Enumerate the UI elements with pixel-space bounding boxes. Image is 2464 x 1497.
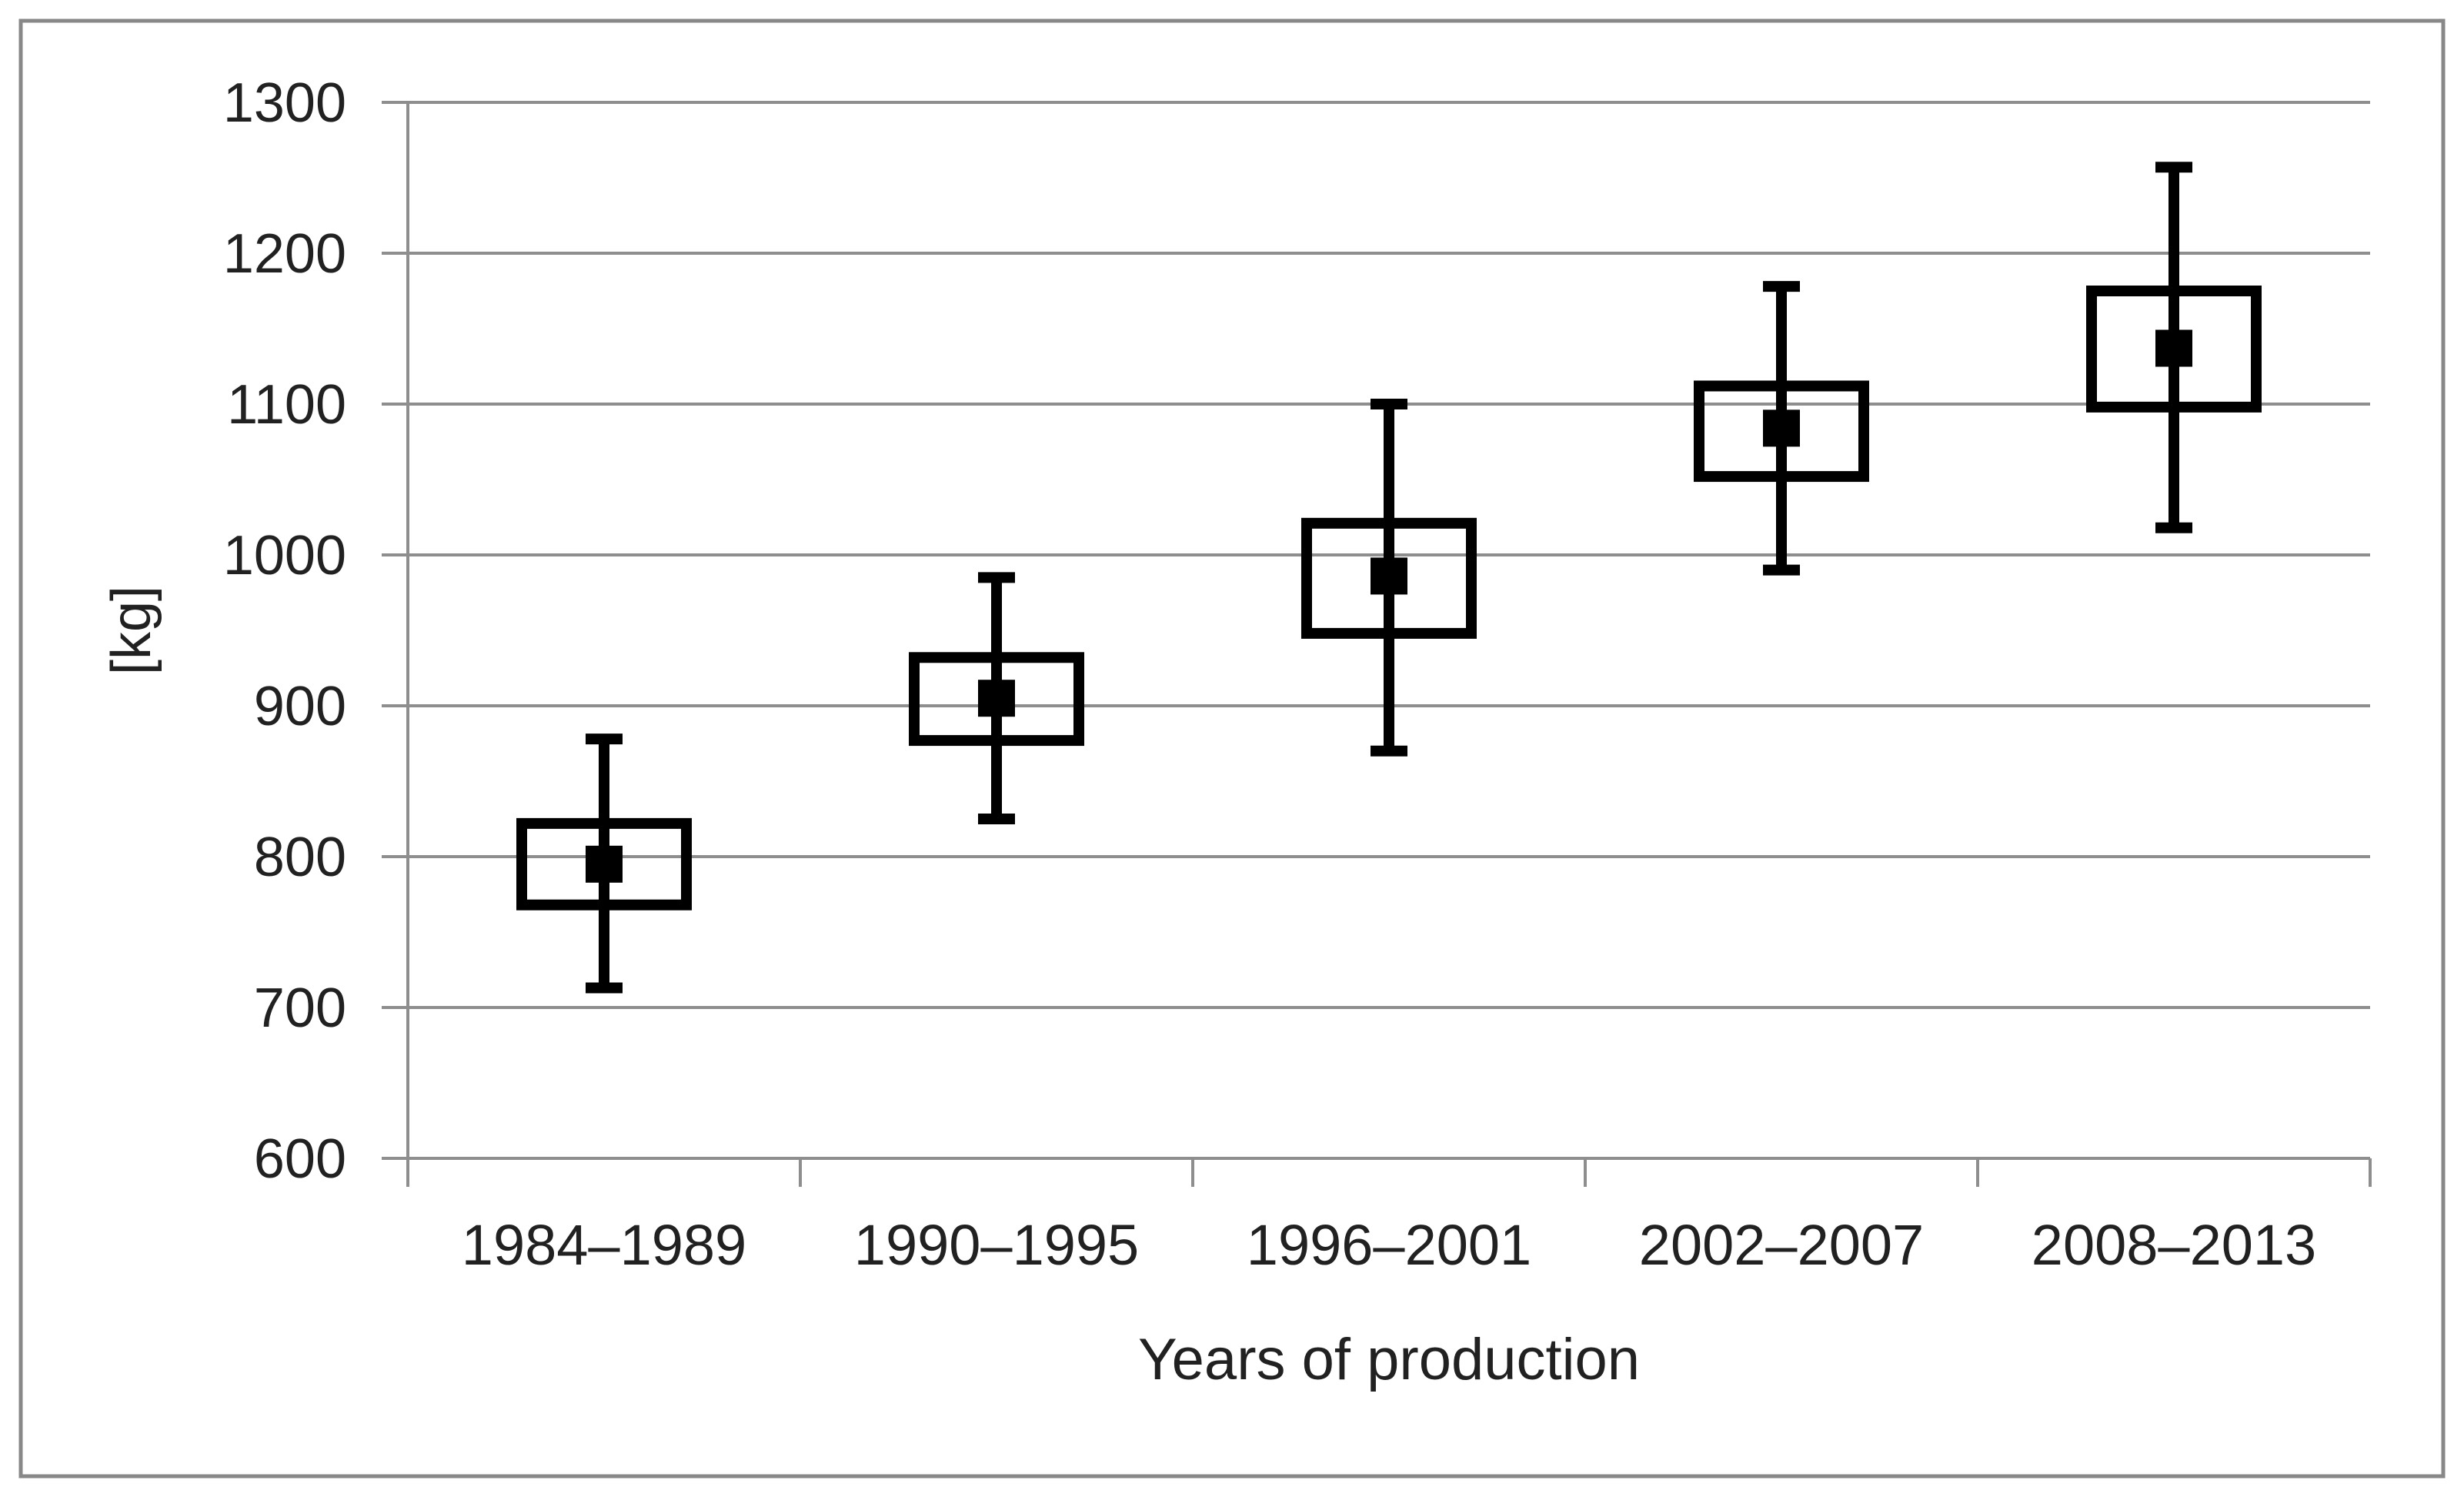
- x-category-label: 2002–2007: [1639, 1213, 1924, 1277]
- median-marker: [2155, 329, 2192, 367]
- x-category-label: 1984–1989: [462, 1213, 746, 1277]
- median-marker: [1371, 557, 1407, 595]
- median-marker: [586, 845, 623, 883]
- median-marker: [1763, 409, 1800, 447]
- y-tick-label: 800: [254, 827, 346, 888]
- y-tick-label: 700: [254, 977, 346, 1039]
- y-axis-title: [kg]: [101, 586, 162, 675]
- y-tick-label: 1000: [223, 525, 346, 586]
- y-tick-label: 1100: [227, 374, 346, 436]
- box-q1-q3: [1694, 380, 1869, 483]
- box-q1-q3: [2086, 286, 2262, 413]
- x-category-label: 1990–1995: [854, 1213, 1139, 1277]
- y-tick-label: 1200: [223, 223, 346, 285]
- y-tick-label: 600: [254, 1128, 346, 1190]
- median-marker: [978, 680, 1015, 717]
- figure-border: [18, 18, 2446, 1479]
- x-axis-title: Years of production: [1138, 1327, 1640, 1392]
- y-tick-label: 900: [254, 676, 346, 737]
- y-tick-label: 1300: [223, 72, 346, 134]
- box-q1-q3: [1301, 517, 1477, 639]
- box-q1-q3: [516, 817, 692, 911]
- box-q1-q3: [909, 652, 1084, 747]
- x-category-label: 1996–2001: [1247, 1213, 1531, 1277]
- x-category-label: 2008–2013: [2032, 1213, 2316, 1277]
